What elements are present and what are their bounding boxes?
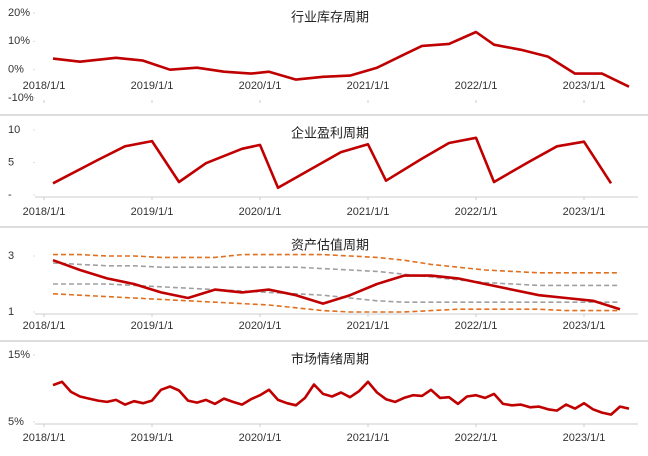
y-tick-label: - [8, 189, 12, 201]
data-line [52, 136, 613, 190]
band-line [53, 283, 620, 303]
x-tick-label: 2021/1/1 [347, 320, 390, 332]
x-tick-label: 2023/1/1 [563, 432, 606, 444]
data-line [52, 380, 630, 416]
x-tick-label: 2021/1/1 [347, 80, 390, 92]
x-tick-label: 2019/1/1 [131, 432, 174, 444]
band-line [53, 253, 620, 274]
chart-title: 企业盈利周期 [291, 125, 369, 140]
y-tick-label: 10% [8, 35, 30, 47]
y-tick-label: 0% [8, 64, 24, 76]
data-line [52, 30, 630, 88]
x-tick-label: 2022/1/1 [455, 320, 498, 332]
x-tick-label: 2019/1/1 [131, 320, 174, 332]
chart-title: 市场情绪周期 [291, 351, 369, 366]
y-tick-label: 5% [8, 416, 24, 428]
y-tick-label: -10% [8, 92, 34, 104]
x-tick-label: 2023/1/1 [563, 320, 606, 332]
band-line [52, 293, 620, 313]
x-tick-label: 2023/1/1 [563, 80, 606, 92]
x-tick-label: 2023/1/1 [563, 206, 606, 218]
x-tick-label: 2020/1/1 [239, 206, 282, 218]
x-tick-label: 2018/1/1 [23, 432, 66, 444]
y-tick-label: 5 [8, 156, 14, 168]
x-tick-label: 2020/1/1 [239, 432, 282, 444]
y-tick-label: 10 [8, 124, 20, 136]
y-tick-label: 20% [8, 7, 30, 19]
x-tick-label: 2020/1/1 [239, 80, 282, 92]
x-tick-label: 2020/1/1 [239, 320, 282, 332]
chart-title: 行业库存周期 [291, 9, 369, 24]
x-tick-label: 2022/1/1 [455, 432, 498, 444]
data-line [52, 258, 621, 311]
x-tick-label: 2018/1/1 [23, 206, 66, 218]
x-tick-label: 2019/1/1 [131, 206, 174, 218]
x-tick-label: 2018/1/1 [23, 320, 66, 332]
x-tick-label: 2018/1/1 [23, 80, 66, 92]
x-tick-label: 2021/1/1 [347, 206, 390, 218]
y-tick-label: 15% [8, 349, 30, 361]
band-line [52, 262, 620, 287]
x-tick-label: 2021/1/1 [347, 432, 390, 444]
y-tick-label: 3 [8, 250, 14, 262]
chart-title: 资产估值周期 [291, 237, 369, 252]
x-tick-label: 2022/1/1 [455, 80, 498, 92]
x-tick-label: 2022/1/1 [455, 206, 498, 218]
x-tick-label: 2019/1/1 [131, 80, 174, 92]
y-tick-label: 1 [8, 306, 14, 318]
